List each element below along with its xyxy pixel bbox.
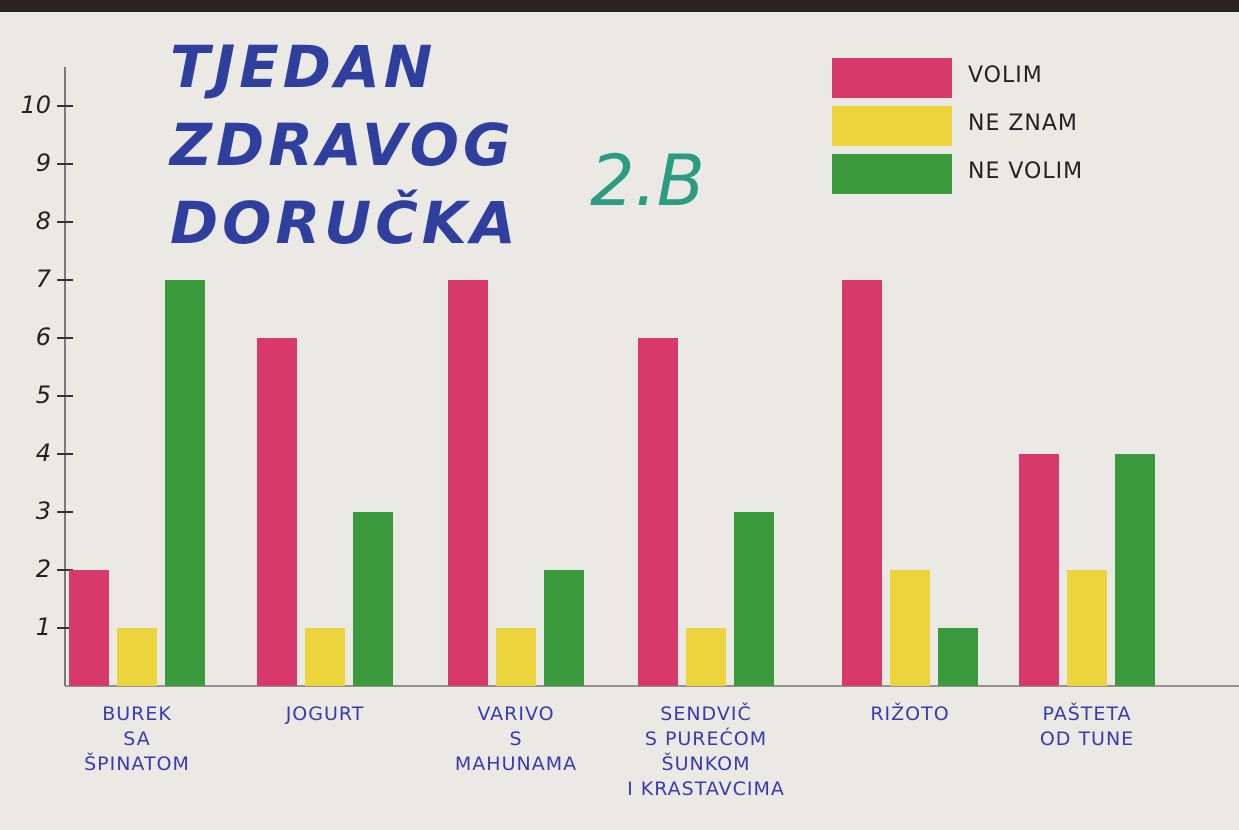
bar [305,628,345,686]
legend-swatch [832,154,952,194]
y-tick-label: 5 [36,381,51,409]
y-tick-label: 8 [36,207,51,235]
bar [1067,570,1107,686]
bar [69,570,109,686]
bar [638,338,678,686]
bar [117,628,157,686]
x-tick-label: RIŽOTO [870,703,950,725]
top-edge [0,0,1239,12]
legend-label: NE VOLIM [968,159,1083,184]
y-tick-label: 10 [20,91,51,119]
y-tick-label: 7 [36,265,52,293]
y-tick-label: 2 [36,555,51,583]
legend-label: NE ZNAM [968,111,1078,136]
chart-subtitle: 2.B [590,140,705,222]
bar [353,512,393,686]
bar [890,570,930,686]
bar [1019,454,1059,686]
legend-swatch [832,58,952,98]
bar [257,338,297,686]
x-tick-label: BUREK SA ŠPINATOM [84,703,190,775]
x-tick-label: JOGURT [285,703,365,725]
bar [842,280,882,686]
x-tick-label: SENDVIČ S PUREĆOM ŠUNKOM I KRASTAVCIMA [627,703,785,800]
bar [686,628,726,686]
bar [938,628,978,686]
bar [165,280,205,686]
y-tick-label: 1 [36,613,51,641]
y-tick-label: 3 [36,497,51,525]
bar [734,512,774,686]
bar [448,280,488,686]
chart-title: TJEDAN ZDRAVOG DORUČKA [170,33,520,257]
bar [496,628,536,686]
bar [1115,454,1155,686]
y-tick-label: 9 [36,149,51,177]
legend-label: VOLIM [968,63,1043,88]
bar [544,570,584,686]
x-tick-label: PAŠTETA OD TUNE [1039,703,1135,750]
y-tick-label: 4 [36,439,51,467]
x-tick-label: VARIVO S MAHUNAMA [454,703,578,775]
legend-swatch [832,106,952,146]
y-tick-label: 6 [36,323,51,351]
